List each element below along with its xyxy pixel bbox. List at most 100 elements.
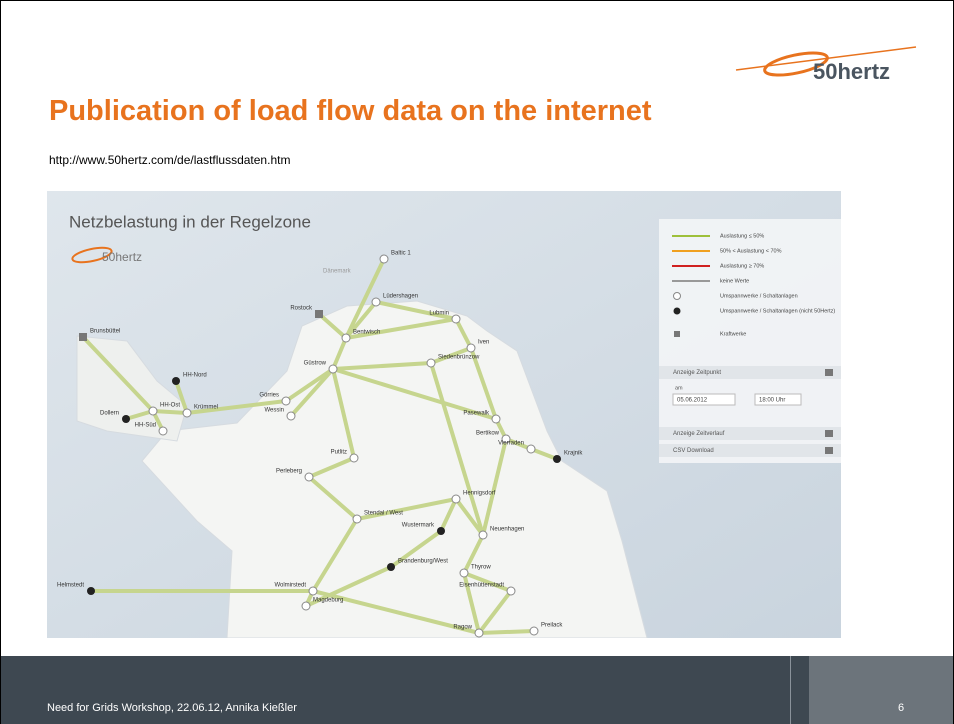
map-logo: 50hertz bbox=[102, 250, 142, 264]
power-line bbox=[331, 361, 433, 371]
legend-label: Umspannwerke / Schaltanlagen (nicht 50He… bbox=[720, 308, 835, 314]
power-line bbox=[304, 565, 393, 608]
place-label: Pasewalk bbox=[463, 411, 490, 417]
substation bbox=[328, 364, 338, 374]
legend-label: Kraftwerke bbox=[720, 331, 746, 337]
substation bbox=[349, 453, 359, 463]
panel-label: Anzeige Zeitpunkt bbox=[673, 370, 721, 376]
place-label: Ragow bbox=[453, 625, 472, 631]
substation bbox=[148, 406, 158, 416]
place-label: Krümmel bbox=[194, 405, 218, 411]
place-label: Helmstedt bbox=[57, 583, 84, 589]
power-line bbox=[81, 335, 155, 413]
substation bbox=[451, 314, 461, 324]
place-label: Görries bbox=[259, 393, 279, 399]
substation bbox=[158, 426, 168, 436]
panel-button bbox=[825, 430, 833, 437]
power-line bbox=[284, 367, 335, 403]
place-label: Hennigsdorf bbox=[463, 491, 496, 497]
legend-swatch bbox=[673, 307, 681, 315]
legend-label: keine Werte bbox=[720, 278, 749, 284]
substation bbox=[182, 408, 192, 418]
substation-external bbox=[122, 415, 130, 423]
place-label: Wolmirstedt bbox=[274, 583, 306, 589]
substation bbox=[286, 411, 296, 421]
logo-line bbox=[735, 46, 917, 71]
power-line bbox=[174, 379, 189, 415]
logo-swoosh bbox=[763, 51, 829, 77]
substation bbox=[478, 530, 488, 540]
substation bbox=[466, 343, 476, 353]
power-line bbox=[317, 312, 348, 340]
power-line bbox=[454, 497, 485, 537]
panel-label: CSV Download bbox=[673, 448, 714, 454]
power-line bbox=[355, 497, 458, 521]
place-label: Stendal / West bbox=[364, 511, 403, 517]
logo: 50hertz bbox=[735, 46, 917, 84]
panel-button bbox=[825, 447, 833, 454]
power-plant bbox=[315, 310, 323, 318]
place-label: Eisenhüttenstadt bbox=[459, 583, 504, 589]
power-line bbox=[439, 497, 458, 533]
power-line bbox=[289, 367, 335, 418]
power-line bbox=[462, 571, 513, 593]
power-line bbox=[469, 346, 498, 421]
substation-external bbox=[387, 563, 395, 571]
substation bbox=[451, 494, 461, 504]
power-line bbox=[429, 346, 473, 365]
power-line bbox=[307, 475, 359, 521]
substation bbox=[529, 626, 539, 636]
place-label: Thyrow bbox=[471, 565, 491, 571]
substation bbox=[474, 628, 484, 638]
substation bbox=[379, 254, 389, 264]
power-line bbox=[454, 317, 473, 350]
legend-swatch bbox=[674, 331, 680, 337]
substation bbox=[304, 472, 314, 482]
date-prefix: am bbox=[675, 385, 683, 391]
date: 05.06.2012 bbox=[677, 398, 708, 404]
substation bbox=[341, 333, 351, 343]
substation bbox=[501, 434, 511, 444]
power-line bbox=[429, 361, 485, 537]
substation bbox=[506, 586, 516, 596]
date-field bbox=[672, 393, 736, 406]
place-label: Dollern bbox=[100, 411, 119, 417]
page-number: 6 bbox=[898, 702, 905, 714]
divider bbox=[790, 656, 791, 724]
place-label: Vierraden bbox=[498, 441, 524, 447]
legend-label: Auslastung ≤ 50% bbox=[720, 233, 764, 239]
panel-label: Anzeige Zeitverlauf bbox=[673, 431, 725, 437]
map: Netzbelastung in der Regelzone 50hertz B… bbox=[47, 191, 841, 638]
power-line bbox=[311, 589, 481, 635]
time-field bbox=[754, 393, 802, 406]
power-line bbox=[185, 399, 288, 415]
place-label: HH-Ost bbox=[160, 403, 180, 409]
power-plant bbox=[79, 333, 87, 341]
substation bbox=[352, 514, 362, 524]
land bbox=[141, 300, 648, 638]
legend-swatch bbox=[673, 292, 681, 300]
power-line bbox=[529, 447, 559, 461]
power-line bbox=[481, 437, 508, 537]
legend-panel bbox=[659, 219, 841, 463]
time: 18:00 Uhr bbox=[759, 398, 785, 404]
power-line bbox=[389, 529, 443, 569]
power-line bbox=[331, 367, 356, 460]
legend-label: 50% < Auslastung < 70% bbox=[720, 248, 782, 254]
place-label: Neuenhagen bbox=[490, 527, 524, 533]
panel-row bbox=[659, 366, 841, 379]
place-label: Iven bbox=[478, 340, 489, 346]
map-title: Netzbelastung in der Regelzone bbox=[69, 212, 311, 231]
panel-row bbox=[659, 427, 841, 440]
power-line bbox=[124, 409, 155, 421]
place-label: Magdeburg bbox=[313, 598, 343, 604]
place-label: HH-Süd bbox=[135, 423, 156, 429]
substation bbox=[308, 586, 318, 596]
logo-text: 50hertz bbox=[813, 59, 890, 84]
place-label: Brandenburg/West bbox=[398, 559, 448, 565]
place-label: Wessin bbox=[264, 408, 284, 414]
place-label: Preilack bbox=[541, 623, 563, 629]
power-line bbox=[462, 571, 481, 635]
place-label: Putlitz bbox=[331, 450, 347, 456]
